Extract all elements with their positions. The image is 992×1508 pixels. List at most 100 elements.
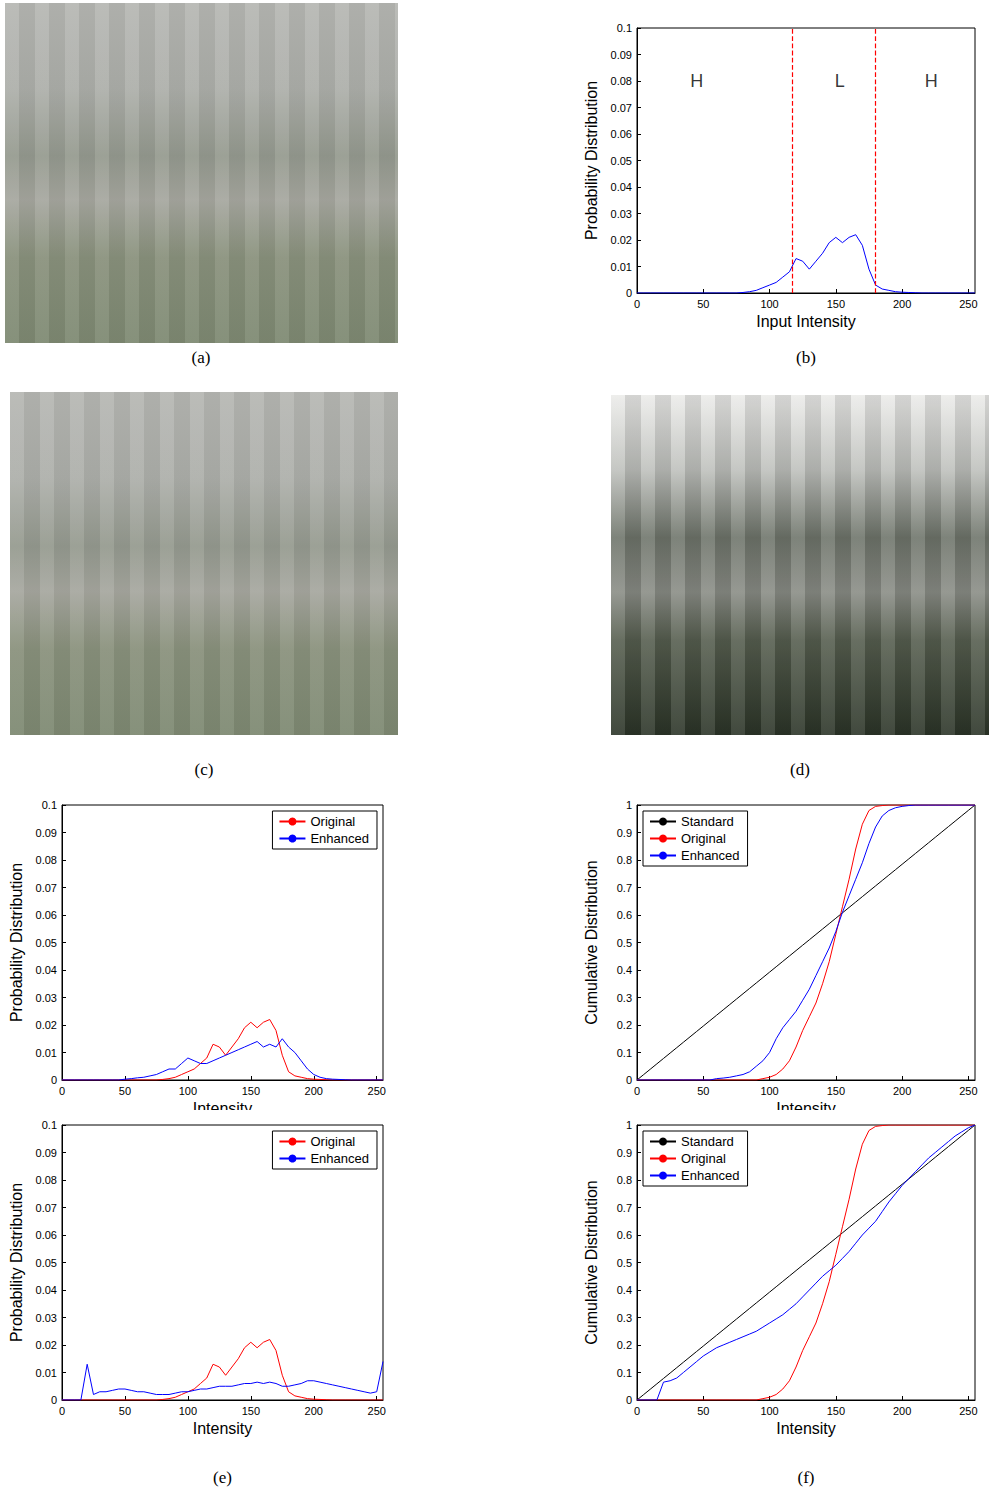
svg-text:Input Intensity: Input Intensity: [756, 313, 856, 330]
svg-text:0.05: 0.05: [611, 155, 632, 167]
svg-text:200: 200: [893, 298, 911, 310]
svg-text:0: 0: [626, 1394, 632, 1406]
svg-text:0: 0: [634, 298, 640, 310]
svg-text:0.09: 0.09: [611, 49, 632, 61]
svg-text:0.5: 0.5: [617, 1257, 632, 1269]
svg-text:0.05: 0.05: [36, 1257, 57, 1269]
svg-text:0.8: 0.8: [617, 1174, 632, 1186]
svg-text:0.3: 0.3: [617, 992, 632, 1004]
svg-text:100: 100: [760, 298, 778, 310]
svg-text:0.04: 0.04: [36, 964, 57, 976]
svg-text:0.08: 0.08: [36, 854, 57, 866]
svg-text:0.1: 0.1: [42, 1119, 57, 1131]
svg-text:0.06: 0.06: [36, 909, 57, 921]
svg-text:Enhanced: Enhanced: [681, 1168, 740, 1183]
svg-text:0.1: 0.1: [617, 1367, 632, 1379]
svg-text:0.1: 0.1: [617, 22, 632, 34]
svg-text:0.08: 0.08: [36, 1174, 57, 1186]
svg-text:0.07: 0.07: [611, 102, 632, 114]
svg-text:0: 0: [59, 1405, 65, 1417]
svg-text:0.9: 0.9: [617, 827, 632, 839]
svg-text:Original: Original: [310, 1134, 355, 1149]
svg-text:50: 50: [119, 1405, 131, 1417]
svg-text:200: 200: [305, 1405, 323, 1417]
svg-text:150: 150: [827, 1085, 845, 1097]
svg-text:50: 50: [697, 1085, 709, 1097]
svg-text:0.9: 0.9: [617, 1147, 632, 1159]
svg-text:Probability Distribution: Probability Distribution: [8, 1183, 25, 1342]
svg-text:Enhanced: Enhanced: [681, 848, 740, 863]
svg-text:Standard: Standard: [681, 814, 734, 829]
svg-text:50: 50: [697, 298, 709, 310]
svg-text:0.02: 0.02: [36, 1019, 57, 1031]
svg-text:150: 150: [827, 1405, 845, 1417]
svg-text:0.04: 0.04: [611, 181, 632, 193]
svg-text:0: 0: [634, 1085, 640, 1097]
svg-text:Intensity: Intensity: [776, 1420, 836, 1437]
svg-text:0: 0: [51, 1074, 57, 1086]
svg-text:0.02: 0.02: [611, 234, 632, 246]
svg-text:100: 100: [179, 1085, 197, 1097]
svg-text:0.09: 0.09: [36, 1147, 57, 1159]
svg-text:0.01: 0.01: [611, 261, 632, 273]
svg-text:0.5: 0.5: [617, 937, 632, 949]
svg-text:0: 0: [59, 1085, 65, 1097]
svg-text:H: H: [690, 71, 703, 91]
svg-text:150: 150: [242, 1085, 260, 1097]
svg-text:0.07: 0.07: [36, 882, 57, 894]
svg-text:0.01: 0.01: [36, 1367, 57, 1379]
svg-text:0: 0: [626, 287, 632, 299]
svg-text:250: 250: [959, 298, 977, 310]
svg-text:100: 100: [760, 1085, 778, 1097]
svg-text:0.1: 0.1: [42, 799, 57, 811]
svg-text:250: 250: [959, 1405, 977, 1417]
svg-text:0.1: 0.1: [617, 1047, 632, 1059]
svg-text:Probability Distribution: Probability Distribution: [583, 81, 600, 240]
svg-text:150: 150: [242, 1405, 260, 1417]
svg-text:0.09: 0.09: [36, 827, 57, 839]
svg-text:0.4: 0.4: [617, 1284, 632, 1296]
svg-text:100: 100: [760, 1405, 778, 1417]
svg-text:0.7: 0.7: [617, 1202, 632, 1214]
svg-text:Original: Original: [681, 1151, 726, 1166]
svg-text:0.2: 0.2: [617, 1339, 632, 1351]
svg-text:H: H: [925, 71, 938, 91]
svg-text:0.07: 0.07: [36, 1202, 57, 1214]
svg-text:Standard: Standard: [681, 1134, 734, 1149]
svg-text:Enhanced: Enhanced: [310, 831, 369, 846]
svg-text:0.6: 0.6: [617, 1229, 632, 1241]
svg-text:Probability Distribution: Probability Distribution: [8, 863, 25, 1022]
svg-text:0.05: 0.05: [36, 937, 57, 949]
svg-text:50: 50: [697, 1405, 709, 1417]
svg-text:Enhanced: Enhanced: [310, 1151, 369, 1166]
svg-text:0.08: 0.08: [611, 75, 632, 87]
svg-text:250: 250: [959, 1085, 977, 1097]
svg-text:0.8: 0.8: [617, 854, 632, 866]
svg-text:0.02: 0.02: [36, 1339, 57, 1351]
svg-text:150: 150: [827, 298, 845, 310]
svg-text:L: L: [835, 71, 845, 91]
svg-text:0: 0: [626, 1074, 632, 1086]
svg-text:0.06: 0.06: [36, 1229, 57, 1241]
svg-text:0.7: 0.7: [617, 882, 632, 894]
svg-text:0.01: 0.01: [36, 1047, 57, 1059]
svg-text:0.4: 0.4: [617, 964, 632, 976]
svg-text:0.04: 0.04: [36, 1284, 57, 1296]
svg-text:50: 50: [119, 1085, 131, 1097]
svg-text:0.03: 0.03: [36, 992, 57, 1004]
svg-text:0.03: 0.03: [611, 208, 632, 220]
svg-text:Original: Original: [681, 831, 726, 846]
svg-text:0: 0: [51, 1394, 57, 1406]
svg-text:200: 200: [893, 1085, 911, 1097]
svg-text:0.3: 0.3: [617, 1312, 632, 1324]
svg-text:Original: Original: [310, 814, 355, 829]
svg-text:0: 0: [634, 1405, 640, 1417]
svg-text:0.2: 0.2: [617, 1019, 632, 1031]
svg-text:Cumulative Distribution: Cumulative Distribution: [583, 860, 600, 1025]
svg-text:250: 250: [368, 1405, 386, 1417]
svg-text:200: 200: [893, 1405, 911, 1417]
svg-text:Intensity: Intensity: [193, 1420, 253, 1437]
svg-text:0.06: 0.06: [611, 128, 632, 140]
svg-text:0.03: 0.03: [36, 1312, 57, 1324]
svg-text:0.6: 0.6: [617, 909, 632, 921]
